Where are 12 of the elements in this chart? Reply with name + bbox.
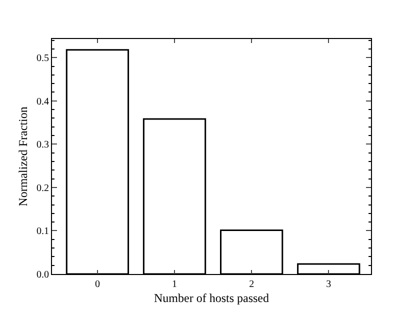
x-tick-label: 1: [172, 279, 178, 290]
x-tick-label: 0: [94, 279, 100, 290]
y-tick-label: 0.0: [36, 270, 49, 280]
y-tick-label: 0.2: [36, 182, 49, 194]
y-tick-label: 0.1: [36, 226, 49, 238]
y-tick-label: 0.4: [36, 96, 49, 108]
y-tick-label: 0.3: [36, 140, 49, 151]
y-axis-title: Normalized Fraction: [16, 106, 30, 206]
x-tick-label: 3: [326, 279, 332, 290]
x-axis-title: Number of hosts passed: [154, 290, 269, 305]
y-tick-label: 0.5: [36, 53, 49, 64]
x-tick-label: 2: [249, 279, 254, 290]
